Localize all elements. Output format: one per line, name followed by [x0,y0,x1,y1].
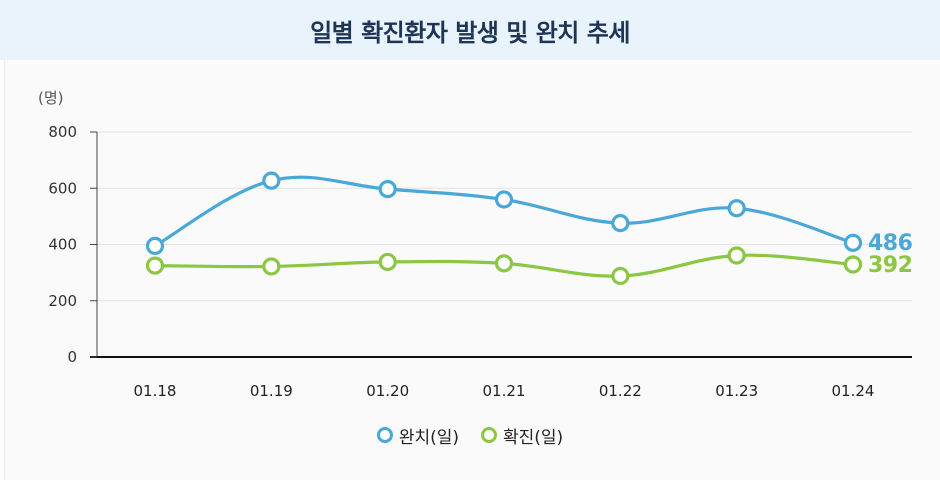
y-axis-ticks: 800 600 400 200 0 [48,123,97,366]
y-tick-label: 0 [67,348,77,366]
data-point [611,266,630,286]
data-point [727,246,746,265]
x-tick-label: 01.23 [715,382,758,400]
legend-label: 완치(일) [398,427,459,448]
y-tick-label: 400 [48,236,77,254]
data-point [843,233,863,252]
data-point [843,255,863,274]
legend: 완치(일) 확진(일) [0,420,940,450]
y-tick-label: 800 [48,123,77,141]
y-axis-unit: (명) [38,89,64,107]
data-point [378,179,397,199]
data-point [262,257,281,276]
data-point [262,171,281,190]
data-point [494,254,514,273]
data-point [727,199,746,218]
data-point [611,214,630,233]
legend-label: 확진(일) [503,427,564,448]
end-value-label: 486 [868,231,913,256]
data-point [494,190,514,209]
data-point [378,252,397,272]
legend-marker-icon [481,427,497,443]
series-lines [145,171,863,286]
legend-marker-icon [376,427,393,443]
chart-header: 일별 확진환자 발생 및 완치 추세 [0,0,940,60]
x-tick-label: 01.24 [832,382,875,400]
chart-title: 일별 확진환자 발생 및 완치 추세 [310,18,630,47]
y-tick-label: 200 [48,292,77,310]
legend-item-recovered[interactable]: 완치(일) [376,423,459,448]
y-tick-label: 600 [48,179,77,197]
gridlines [90,131,912,358]
x-tick-label: 01.19 [250,382,293,400]
x-tick-label: 01.20 [366,382,409,400]
series-line [154,175,854,248]
x-tick-label: 01.21 [483,382,526,400]
data-point [145,236,165,256]
x-tick-label: 01.22 [599,382,642,400]
data-point [145,256,165,275]
legend-item-confirmed[interactable]: 확진(일) [481,423,563,448]
x-axis-ticks: 01.18 01.19 01.20 01.21 01.22 01.23 01.24 [134,382,875,400]
end-value-label: 392 [868,253,912,278]
x-tick-label: 01.18 [134,382,177,400]
